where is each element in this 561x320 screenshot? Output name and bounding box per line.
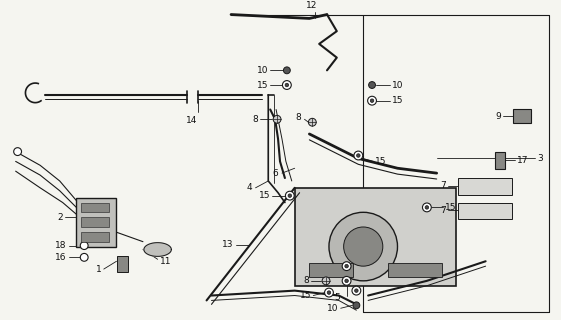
Circle shape bbox=[309, 118, 316, 126]
Circle shape bbox=[342, 276, 351, 285]
Circle shape bbox=[422, 203, 431, 212]
Circle shape bbox=[288, 194, 292, 197]
Text: 15: 15 bbox=[257, 81, 268, 90]
Text: 10: 10 bbox=[257, 66, 268, 75]
Text: 12: 12 bbox=[306, 1, 317, 10]
Circle shape bbox=[327, 291, 331, 294]
Text: 15: 15 bbox=[375, 157, 387, 166]
Bar bbox=[388, 263, 442, 277]
Circle shape bbox=[13, 148, 21, 156]
Circle shape bbox=[367, 96, 376, 105]
Circle shape bbox=[286, 191, 294, 200]
Circle shape bbox=[344, 227, 383, 266]
Circle shape bbox=[345, 264, 348, 268]
Text: 5: 5 bbox=[334, 293, 339, 302]
Text: 7: 7 bbox=[441, 181, 447, 190]
Text: 15: 15 bbox=[259, 191, 270, 200]
Text: 3: 3 bbox=[537, 154, 543, 163]
Circle shape bbox=[80, 253, 88, 261]
Circle shape bbox=[342, 262, 351, 270]
Text: 13: 13 bbox=[222, 240, 233, 249]
Bar bbox=[81, 203, 109, 212]
Text: 18: 18 bbox=[55, 241, 67, 250]
Text: 16: 16 bbox=[55, 253, 67, 262]
Text: 10: 10 bbox=[327, 304, 339, 313]
Bar bbox=[81, 232, 109, 242]
Text: 8: 8 bbox=[252, 115, 259, 124]
Circle shape bbox=[353, 302, 360, 309]
Circle shape bbox=[355, 289, 358, 292]
Circle shape bbox=[369, 82, 375, 88]
Circle shape bbox=[345, 279, 348, 283]
Text: 2: 2 bbox=[57, 213, 63, 222]
Text: 1: 1 bbox=[96, 265, 102, 274]
Bar bbox=[513, 109, 531, 123]
Circle shape bbox=[285, 83, 288, 87]
Text: 7: 7 bbox=[441, 206, 447, 215]
Text: 4: 4 bbox=[247, 183, 252, 192]
Bar bbox=[458, 178, 512, 195]
Text: 6: 6 bbox=[272, 169, 278, 178]
Bar bbox=[117, 256, 128, 272]
Bar bbox=[295, 188, 456, 286]
Text: 10: 10 bbox=[392, 81, 403, 90]
Circle shape bbox=[80, 242, 88, 250]
Bar bbox=[81, 217, 109, 227]
Text: 15: 15 bbox=[444, 203, 456, 212]
Text: 9: 9 bbox=[495, 112, 502, 121]
Text: 11: 11 bbox=[159, 257, 171, 266]
Circle shape bbox=[322, 277, 330, 285]
Circle shape bbox=[283, 67, 290, 74]
Bar bbox=[76, 198, 116, 247]
Circle shape bbox=[282, 81, 291, 89]
Text: 15: 15 bbox=[392, 96, 403, 105]
Circle shape bbox=[273, 116, 281, 123]
Circle shape bbox=[357, 154, 360, 157]
Bar bbox=[458, 203, 512, 219]
Circle shape bbox=[425, 206, 429, 209]
Circle shape bbox=[325, 288, 333, 297]
Polygon shape bbox=[144, 243, 171, 256]
Circle shape bbox=[329, 212, 398, 281]
Text: 17: 17 bbox=[517, 156, 528, 165]
Circle shape bbox=[370, 99, 374, 102]
Bar bbox=[309, 263, 353, 277]
Circle shape bbox=[354, 151, 363, 160]
Text: 8: 8 bbox=[304, 276, 309, 285]
Text: 15: 15 bbox=[300, 291, 311, 300]
Text: 8: 8 bbox=[296, 113, 302, 122]
Circle shape bbox=[352, 286, 361, 295]
Bar bbox=[495, 152, 505, 169]
Text: 14: 14 bbox=[186, 116, 197, 125]
